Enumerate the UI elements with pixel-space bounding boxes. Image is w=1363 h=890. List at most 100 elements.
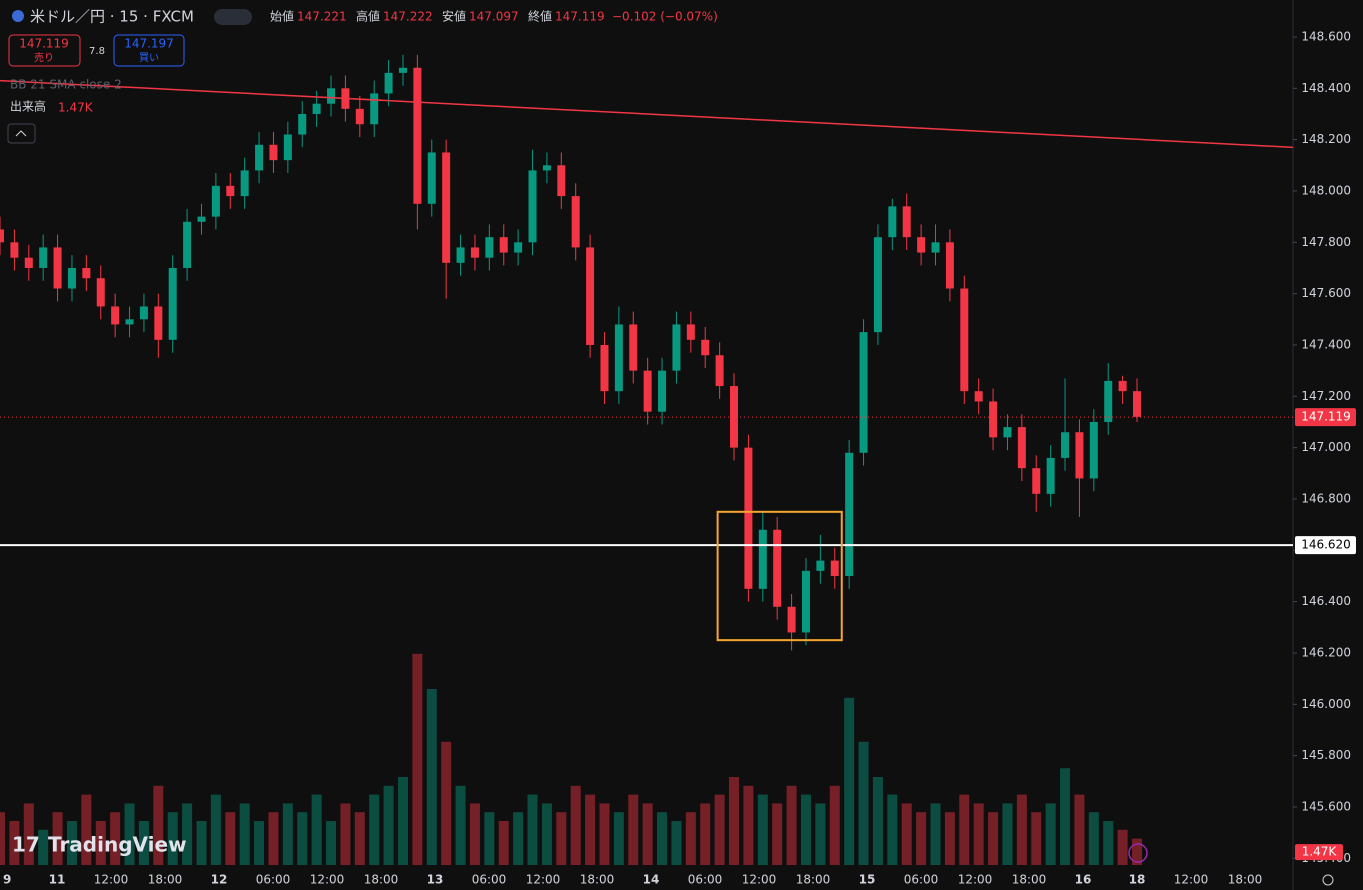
last-price-label: 147.119	[1301, 410, 1351, 424]
buy-price: 147.197	[124, 37, 174, 51]
ohlc-name: 高値	[356, 9, 380, 24]
candle-body	[586, 247, 595, 345]
buy-button[interactable]	[113, 34, 185, 67]
x-tick-label: 9	[3, 873, 11, 887]
y-tick-label: 146.400	[1301, 594, 1351, 608]
candle-body	[168, 267, 177, 340]
candle-body	[787, 606, 796, 633]
plot	[0, 54, 1294, 865]
volume-bar	[326, 821, 337, 865]
volume-bar	[95, 821, 106, 865]
candle-body	[902, 206, 911, 238]
candle-body	[370, 93, 379, 125]
candle-body	[312, 103, 321, 114]
y-tick-label: 145.600	[1301, 799, 1351, 813]
volume-bar	[772, 803, 783, 865]
candle-body	[629, 324, 638, 371]
x-tick-label: 18:00	[148, 873, 183, 887]
candle-body	[542, 165, 551, 171]
volume-bar	[0, 812, 5, 865]
volume-bar	[225, 812, 236, 865]
volume-bar	[1132, 838, 1142, 865]
ohlc-header: 始値 147.221 高値 147.222 安値 147.097 終値 147.119 −0.1…	[270, 9, 718, 24]
volume-bar	[556, 812, 567, 865]
volume-bar	[729, 777, 740, 865]
volume-bar	[455, 785, 466, 865]
volume-bar	[124, 803, 135, 865]
candle-body	[686, 324, 695, 340]
volume-bar	[570, 785, 581, 865]
collapse-button[interactable]	[7, 123, 36, 144]
volume-bar	[311, 794, 322, 865]
candle-body	[255, 144, 264, 171]
symbol: 米ドル／円 · 15 · FXCM	[30, 8, 194, 26]
candle-body	[355, 108, 364, 125]
candle-body	[139, 306, 148, 320]
candle-body	[989, 401, 998, 438]
candle-body	[830, 560, 839, 576]
spread: 7.8	[89, 46, 105, 57]
volume-bar	[81, 794, 92, 865]
volume-bar	[153, 785, 164, 865]
candle-body	[730, 386, 739, 448]
sell-label: 売り	[34, 51, 54, 64]
volume-bar	[757, 794, 768, 865]
candle-body	[801, 570, 810, 633]
volume-bar	[685, 812, 696, 865]
candle-body	[384, 72, 393, 94]
sell-button[interactable]	[8, 34, 81, 67]
brand-logo: 17	[12, 833, 40, 857]
x-tick-label: 12	[211, 873, 228, 887]
candle-body	[10, 242, 19, 258]
y-tick-label: 147.600	[1301, 286, 1351, 300]
volume-bar	[714, 794, 725, 865]
candle-body	[1089, 421, 1098, 479]
candle-body	[557, 165, 566, 197]
volume-bar	[383, 785, 394, 865]
x-tick-label: 18:00	[580, 873, 615, 887]
candle-body	[744, 447, 753, 589]
volume-bar	[441, 741, 452, 865]
candle-body	[211, 185, 220, 217]
candle-body	[1075, 432, 1084, 479]
candle-body	[298, 113, 307, 135]
volume-bar	[52, 812, 63, 865]
settings-button[interactable]	[1322, 874, 1334, 886]
volume-bar	[1088, 812, 1099, 865]
buy-label: 買い	[139, 52, 159, 64]
lightning-button[interactable]	[1128, 843, 1148, 863]
candle-body	[600, 344, 609, 392]
candle-body	[1118, 380, 1127, 392]
volume-bar	[1002, 803, 1013, 865]
candle-body	[715, 355, 724, 387]
volume-bar	[657, 812, 668, 865]
ohlc-value: 147.119	[555, 10, 605, 24]
candle-body	[1061, 432, 1070, 458]
candle-body	[528, 170, 537, 243]
volume-bar	[1117, 829, 1128, 865]
volume-bar	[1031, 812, 1042, 865]
candle-body	[701, 339, 710, 356]
candle-body	[269, 144, 278, 161]
candle-body	[873, 237, 882, 333]
volume-bar	[182, 803, 193, 865]
volume-bar	[469, 803, 480, 865]
candle-body	[1104, 380, 1113, 422]
volume-bar	[484, 812, 495, 865]
change: −0.102 (−0.07%)	[612, 10, 718, 24]
candle-body	[125, 319, 134, 325]
candle-body	[442, 152, 451, 263]
volume-bar	[210, 794, 221, 865]
volume-bar	[858, 741, 869, 865]
volume-bar	[1016, 794, 1027, 865]
volume-tag-label: 1.47K	[1302, 845, 1338, 859]
candle-body	[773, 529, 782, 607]
volume-bar	[1045, 803, 1056, 865]
volume-bar	[354, 812, 365, 865]
candle-body	[82, 267, 91, 279]
candle-body	[183, 221, 192, 268]
volume-bar	[513, 812, 524, 865]
volume-bar	[959, 794, 970, 865]
y-tick-label: 147.400	[1301, 337, 1351, 351]
